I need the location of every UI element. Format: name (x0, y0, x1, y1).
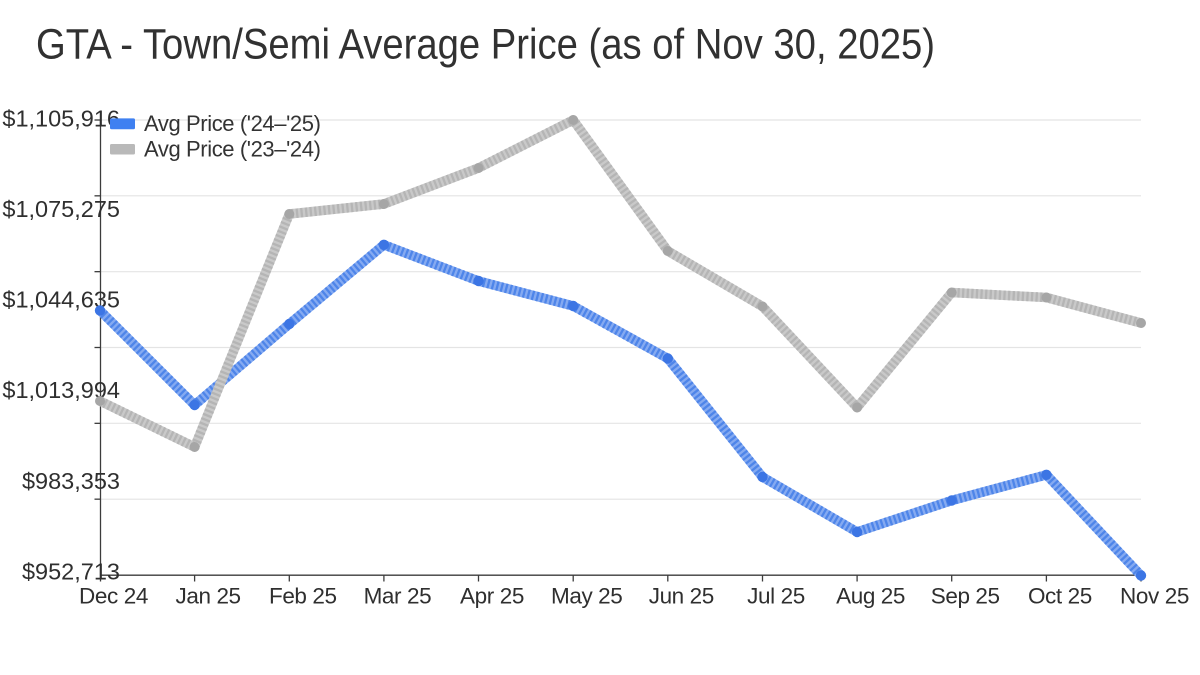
svg-text:Aug 25: Aug 25 (836, 583, 905, 608)
svg-text:Nov 25: Nov 25 (1120, 583, 1189, 608)
svg-text:Sep 25: Sep 25 (931, 583, 1000, 608)
svg-text:Mar 25: Mar 25 (364, 583, 432, 608)
svg-text:Jun 25: Jun 25 (649, 583, 714, 608)
svg-text:Avg Price ('24–'25): Avg Price ('24–'25) (144, 111, 321, 136)
svg-text:$1,105,916: $1,105,916 (2, 105, 120, 131)
svg-text:Feb 25: Feb 25 (269, 583, 337, 608)
svg-text:Dec 24: Dec 24 (79, 583, 148, 608)
svg-text:Avg Price ('23–'24): Avg Price ('23–'24) (144, 136, 321, 161)
svg-text:Jan 25: Jan 25 (176, 583, 241, 608)
svg-text:May 25: May 25 (551, 583, 622, 608)
svg-text:GTA - Town/Semi Average Price: GTA - Town/Semi Average Price (as of Nov… (36, 22, 935, 69)
svg-text:$952,713: $952,713 (22, 559, 120, 585)
svg-text:Oct 25: Oct 25 (1028, 583, 1092, 608)
svg-text:$1,075,275: $1,075,275 (2, 196, 120, 222)
svg-text:$983,353: $983,353 (22, 468, 120, 494)
svg-text:Apr 25: Apr 25 (460, 583, 524, 608)
svg-text:Jul 25: Jul 25 (747, 583, 805, 608)
